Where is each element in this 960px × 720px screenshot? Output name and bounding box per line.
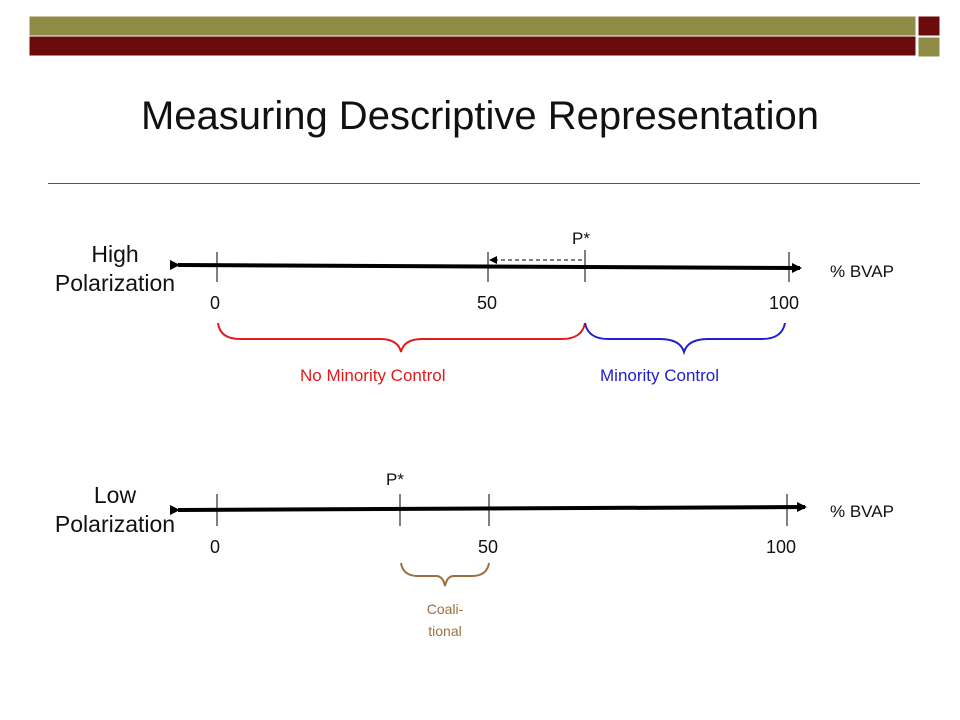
slide-title: Measuring Descriptive Representation <box>140 94 820 138</box>
low-axis-line <box>169 502 807 516</box>
low-label-line2: Polarization <box>54 511 176 537</box>
low-polarization-label: Low Polarization <box>20 481 210 539</box>
coalitional-label: Coali- tional <box>415 598 475 642</box>
minority-brace <box>584 322 786 356</box>
minority-control-label: Minority Control <box>600 366 720 385</box>
low-tick-label-0: 0 <box>210 537 221 557</box>
high-axis-line <box>169 259 802 273</box>
high-pstar-label: P* <box>572 229 590 248</box>
header-olive-square <box>917 36 941 58</box>
low-pstar-label: P* <box>386 470 404 489</box>
coalitional-brace <box>400 562 490 587</box>
no-minority-brace <box>217 322 586 353</box>
coalitional-line1: Coali- <box>426 601 464 617</box>
title-divider <box>48 183 920 184</box>
header-maroon-square <box>917 15 941 37</box>
coalitional-line2: tional <box>428 623 462 639</box>
low-axis-label: % BVAP <box>830 502 894 521</box>
low-tick-label-50: 50 <box>478 537 499 557</box>
header-maroon-band <box>28 35 917 57</box>
no-minority-control-label: No Minority Control <box>300 366 446 385</box>
high-axis-label: % BVAP <box>830 262 894 281</box>
high-tick-label-0: 0 <box>210 293 221 313</box>
low-label-line1: Low <box>93 482 137 508</box>
high-label-line1: High <box>91 241 139 267</box>
high-label-line2: Polarization <box>54 270 176 296</box>
low-tick-label-100: 100 <box>766 537 797 557</box>
high-polarization-label: High Polarization <box>20 240 210 298</box>
high-tick-label-100: 100 <box>769 293 800 313</box>
high-tick-label-50: 50 <box>477 293 498 313</box>
